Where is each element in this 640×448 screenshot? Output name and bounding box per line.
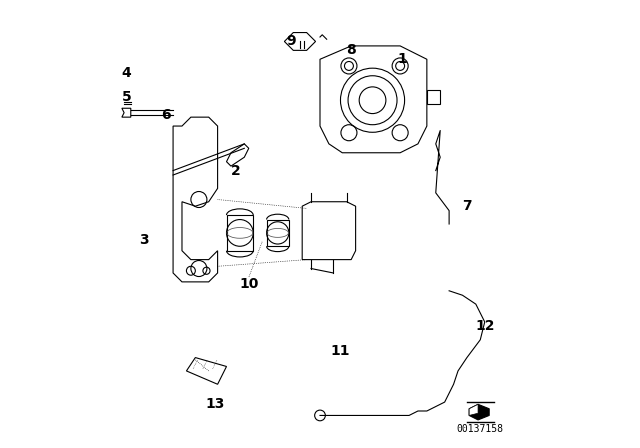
Text: 5: 5	[122, 90, 131, 104]
Text: 8: 8	[346, 43, 356, 57]
Polygon shape	[469, 404, 489, 420]
Text: 2: 2	[230, 164, 240, 177]
Text: 9: 9	[286, 34, 296, 48]
Text: 10: 10	[239, 277, 259, 291]
Text: 1: 1	[397, 52, 407, 66]
Text: 3: 3	[140, 233, 149, 246]
Text: 12: 12	[475, 319, 495, 333]
Text: 7: 7	[462, 199, 472, 213]
Text: 11: 11	[330, 344, 350, 358]
Text: 00137158: 00137158	[457, 424, 504, 434]
Text: 4: 4	[122, 65, 131, 80]
Polygon shape	[469, 404, 478, 415]
Text: 6: 6	[161, 108, 172, 122]
Text: 13: 13	[205, 397, 225, 411]
